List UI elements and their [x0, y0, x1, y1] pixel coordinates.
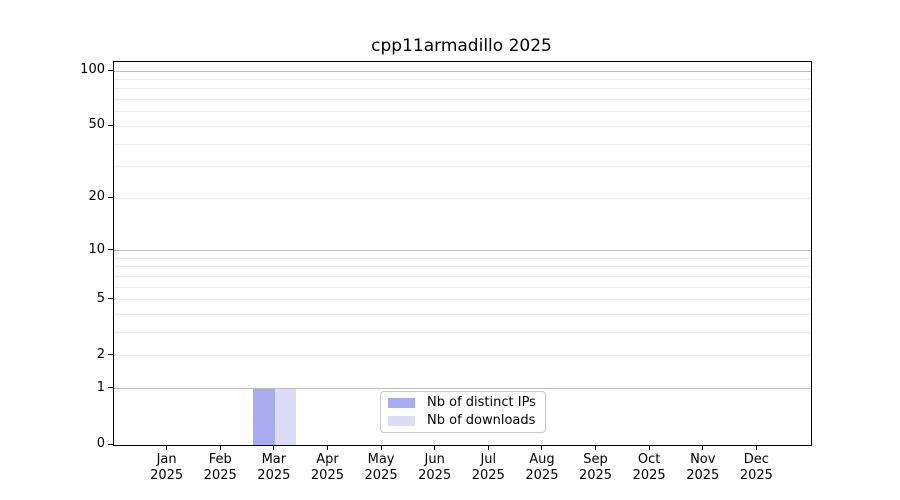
x-tick-label-feb: Feb 2025	[188, 452, 252, 484]
x-tick-mark	[541, 445, 543, 450]
x-tick-month: Dec	[743, 452, 769, 467]
x-tick-year: 2025	[578, 468, 613, 483]
x-tick-label-may: May 2025	[349, 452, 413, 484]
y-gridline-major	[114, 388, 811, 390]
x-tick-month: Feb	[208, 452, 232, 467]
x-tick-mark	[219, 445, 221, 450]
x-tick-month: May	[367, 452, 395, 467]
x-tick-year: 2025	[525, 468, 559, 483]
y-tick-label: 1	[96, 379, 105, 395]
x-tick-year: 2025	[150, 468, 184, 483]
x-tick-mark	[273, 445, 275, 450]
legend-item-downloads: Nb of downloads	[381, 412, 545, 430]
y-tick-mark	[108, 354, 113, 356]
x-tick-month: Mar	[261, 452, 287, 467]
x-tick-mark	[434, 445, 436, 450]
x-tick-month: Nov	[690, 452, 716, 467]
legend: Nb of distinct IPs Nb of downloads	[380, 391, 546, 433]
y-gridline-minor	[114, 266, 811, 268]
x-tick-year: 2025	[364, 468, 398, 483]
y-gridline-minor	[114, 257, 811, 259]
x-tick-mark	[702, 445, 704, 450]
y-tick-label: 50	[88, 117, 105, 133]
x-tick-mark	[595, 445, 597, 450]
y-gridline-minor	[114, 299, 811, 301]
legend-label-distinct-ips: Nb of distinct IPs	[427, 395, 536, 410]
x-tick-mark	[326, 445, 328, 450]
x-tick-label-aug: Aug 2025	[510, 452, 574, 484]
x-tick-year: 2025	[739, 468, 773, 483]
x-tick-year: 2025	[203, 468, 237, 483]
x-tick-year: 2025	[686, 468, 720, 483]
y-tick-label: 10	[88, 241, 105, 257]
x-tick-year: 2025	[257, 468, 291, 483]
x-tick-year: 2025	[632, 468, 666, 483]
y-gridline-minor	[114, 286, 811, 288]
y-tick-mark	[108, 387, 113, 389]
y-gridline-minor	[114, 314, 811, 316]
y-tick-label: 5	[96, 290, 105, 306]
y-gridline-major	[114, 70, 811, 72]
y-tick-mark	[108, 298, 113, 300]
x-tick-month: Apr	[316, 452, 339, 467]
x-tick-label-nov: Nov 2025	[671, 452, 735, 484]
y-tick-mark	[108, 124, 113, 126]
x-tick-mark	[166, 445, 168, 450]
y-gridline-minor	[114, 79, 811, 81]
y-tick-label: 0	[96, 436, 105, 451]
x-tick-label-jan: Jan 2025	[135, 452, 199, 484]
x-tick-month: Jan	[156, 452, 177, 467]
x-tick-month: Jul	[480, 452, 497, 467]
y-tick-label: 100	[80, 62, 105, 78]
y-tick-label: 20	[88, 189, 105, 205]
legend-label-downloads: Nb of downloads	[427, 413, 536, 428]
y-gridline-minor	[114, 276, 811, 278]
legend-swatch-downloads	[388, 416, 415, 426]
y-gridline-minor	[114, 166, 811, 168]
y-gridline-minor	[114, 355, 811, 357]
bar-nb-of-distinct-ips-mar	[253, 388, 275, 445]
y-gridline-minor	[114, 125, 811, 127]
legend-item-distinct-ips: Nb of distinct IPs	[381, 394, 545, 412]
x-tick-year: 2025	[418, 468, 452, 483]
x-tick-mark	[648, 445, 650, 450]
x-tick-month: Aug	[529, 452, 555, 467]
x-tick-label-dec: Dec 2025	[724, 452, 788, 484]
x-tick-label-jun: Jun 2025	[403, 452, 467, 484]
x-tick-month: Oct	[637, 452, 661, 467]
x-tick-mark	[380, 445, 382, 450]
y-gridline-minor	[114, 332, 811, 334]
y-gridline-minor	[114, 88, 811, 90]
x-tick-year: 2025	[310, 468, 344, 483]
x-tick-label-mar: Mar 2025	[242, 452, 306, 484]
x-tick-month: Sep	[583, 452, 608, 467]
y-tick-mark	[108, 196, 113, 198]
legend-swatch-distinct-ips	[388, 398, 415, 408]
y-tick-mark	[108, 443, 113, 445]
y-tick-label: 2	[96, 346, 105, 362]
x-tick-mark	[487, 445, 489, 450]
x-tick-mark	[755, 445, 757, 450]
x-tick-label-apr: Apr 2025	[295, 452, 359, 484]
x-tick-label-sep: Sep 2025	[564, 452, 628, 484]
y-gridline-major	[114, 250, 811, 252]
y-gridline-minor	[114, 143, 811, 145]
x-tick-year: 2025	[471, 468, 505, 483]
x-tick-label-oct: Oct 2025	[617, 452, 681, 484]
chart-title: cpp11armadillo 2025	[371, 36, 552, 56]
y-gridline-minor	[114, 111, 811, 113]
plot-area: Nb of distinct IPs Nb of downloads	[113, 61, 812, 446]
y-tick-mark	[108, 249, 113, 251]
x-tick-label-jul: Jul 2025	[456, 452, 520, 484]
bar-nb-of-downloads-mar	[274, 388, 297, 445]
y-gridline-minor	[114, 197, 811, 199]
x-tick-month: Jun	[424, 452, 445, 467]
y-tick-mark	[108, 69, 113, 71]
y-gridline-minor	[114, 99, 811, 101]
